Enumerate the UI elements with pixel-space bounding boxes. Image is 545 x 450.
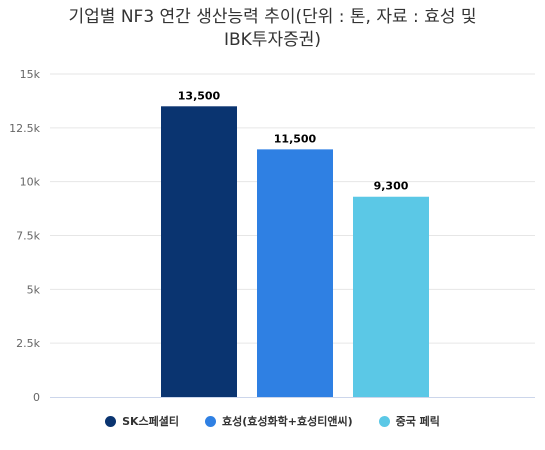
bar[interactable]	[257, 149, 333, 397]
legend-swatch-hyosung	[205, 415, 217, 427]
chart-title-line-2: IBK투자증권)	[223, 30, 322, 50]
bar[interactable]	[161, 106, 237, 398]
legend-label-sk-specialty: SK스페셜티	[122, 415, 180, 428]
data-label: 9,300	[374, 180, 409, 193]
legend-item-sk-specialty[interactable]: SK스페셜티	[105, 413, 179, 429]
legend-item-china-peric[interactable]: 중국 페릭	[378, 413, 440, 429]
y-tick-label: 12.5k	[9, 122, 40, 135]
data-labels: 13,500 11,500 9,300	[178, 89, 409, 192]
y-tick-label: 5k	[27, 283, 41, 296]
bar[interactable]	[353, 196, 429, 397]
legend-swatch-china-peric	[378, 415, 390, 427]
legend: SK스페셜티 효성(효성화학+효성티앤씨) 중국 페릭	[0, 413, 545, 429]
y-tick-label: 0	[33, 391, 40, 404]
data-label: 11,500	[274, 132, 317, 145]
y-axis: 0 2.5k 5k 7.5k 10k 12.5k 15k	[9, 68, 40, 404]
y-tick-label: 2.5k	[16, 337, 40, 350]
data-label: 13,500	[178, 89, 221, 102]
y-tick-label: 15k	[20, 68, 41, 81]
legend-label-china-peric: 중국 페릭	[395, 415, 440, 428]
chart-title-line-1: 기업별 NF3 연간 생산능력 추이(단위 : 톤, 자료 : 효성 및	[68, 7, 477, 27]
legend-swatch-sk-specialty	[105, 415, 117, 427]
legend-label-hyosung: 효성(효성화학+효성티앤씨)	[222, 415, 353, 428]
chart-title: 기업별 NF3 연간 생산능력 추이(단위 : 톤, 자료 : 효성 및 IBK…	[0, 6, 545, 52]
y-tick-label: 7.5k	[16, 230, 40, 243]
legend-item-hyosung[interactable]: 효성(효성화학+효성티앤씨)	[205, 413, 353, 429]
y-tick-label: 10k	[20, 176, 41, 189]
bars	[161, 106, 429, 398]
